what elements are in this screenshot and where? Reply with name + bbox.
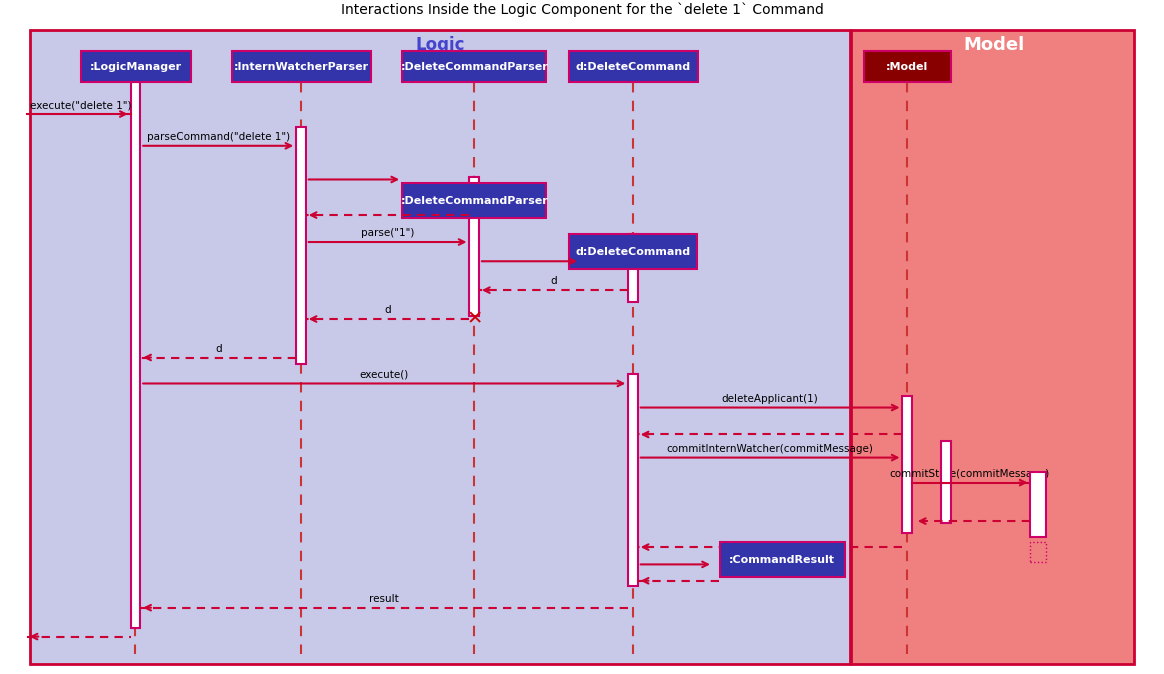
Text: execute("delete 1"): execute("delete 1") [29, 100, 132, 110]
Text: parse("1"): parse("1") [361, 228, 414, 238]
Text: ✕: ✕ [466, 309, 482, 328]
Text: d:DeleteCommand: d:DeleteCommand [575, 247, 690, 257]
FancyBboxPatch shape [851, 30, 1135, 663]
FancyBboxPatch shape [130, 82, 141, 628]
Text: d: d [551, 276, 556, 286]
Text: Logic: Logic [416, 36, 466, 54]
Text: commitInternWatcher(commitMessage): commitInternWatcher(commitMessage) [667, 443, 873, 454]
Text: d: d [384, 305, 391, 315]
FancyBboxPatch shape [629, 374, 638, 586]
Text: Model: Model [964, 36, 1024, 54]
FancyBboxPatch shape [80, 51, 191, 82]
FancyBboxPatch shape [402, 51, 546, 82]
Text: :DeleteCommandParser: :DeleteCommandParser [400, 62, 548, 72]
FancyBboxPatch shape [469, 177, 480, 316]
FancyBboxPatch shape [296, 127, 306, 364]
FancyBboxPatch shape [941, 441, 951, 523]
Text: parseCommand("delete 1"): parseCommand("delete 1") [147, 132, 290, 142]
FancyBboxPatch shape [568, 51, 698, 82]
Text: :LogicManager: :LogicManager [90, 62, 182, 72]
FancyBboxPatch shape [29, 30, 850, 663]
FancyBboxPatch shape [232, 51, 371, 82]
Title: Interactions Inside the Logic Component for the `delete 1` Command: Interactions Inside the Logic Component … [341, 3, 823, 18]
Text: d:DeleteCommand: d:DeleteCommand [575, 62, 690, 72]
Text: execute(): execute() [360, 369, 409, 379]
Text: deleteApplicant(1): deleteApplicant(1) [722, 394, 818, 404]
FancyBboxPatch shape [402, 183, 546, 218]
Text: :Model: :Model [886, 62, 929, 72]
FancyBboxPatch shape [629, 235, 638, 302]
Text: :DeleteCommandParser: :DeleteCommandParser [400, 195, 548, 206]
Text: :CommandResult: :CommandResult [729, 555, 835, 565]
Text: result: result [369, 594, 399, 604]
FancyBboxPatch shape [864, 51, 951, 82]
FancyBboxPatch shape [1030, 472, 1045, 537]
Text: :InternWatcherParser: :InternWatcherParser [234, 62, 369, 72]
Text: commitState(commitMessage): commitState(commitMessage) [889, 468, 1050, 479]
FancyBboxPatch shape [568, 235, 697, 269]
Text: d: d [215, 344, 221, 354]
FancyBboxPatch shape [719, 543, 845, 577]
FancyBboxPatch shape [902, 396, 913, 532]
